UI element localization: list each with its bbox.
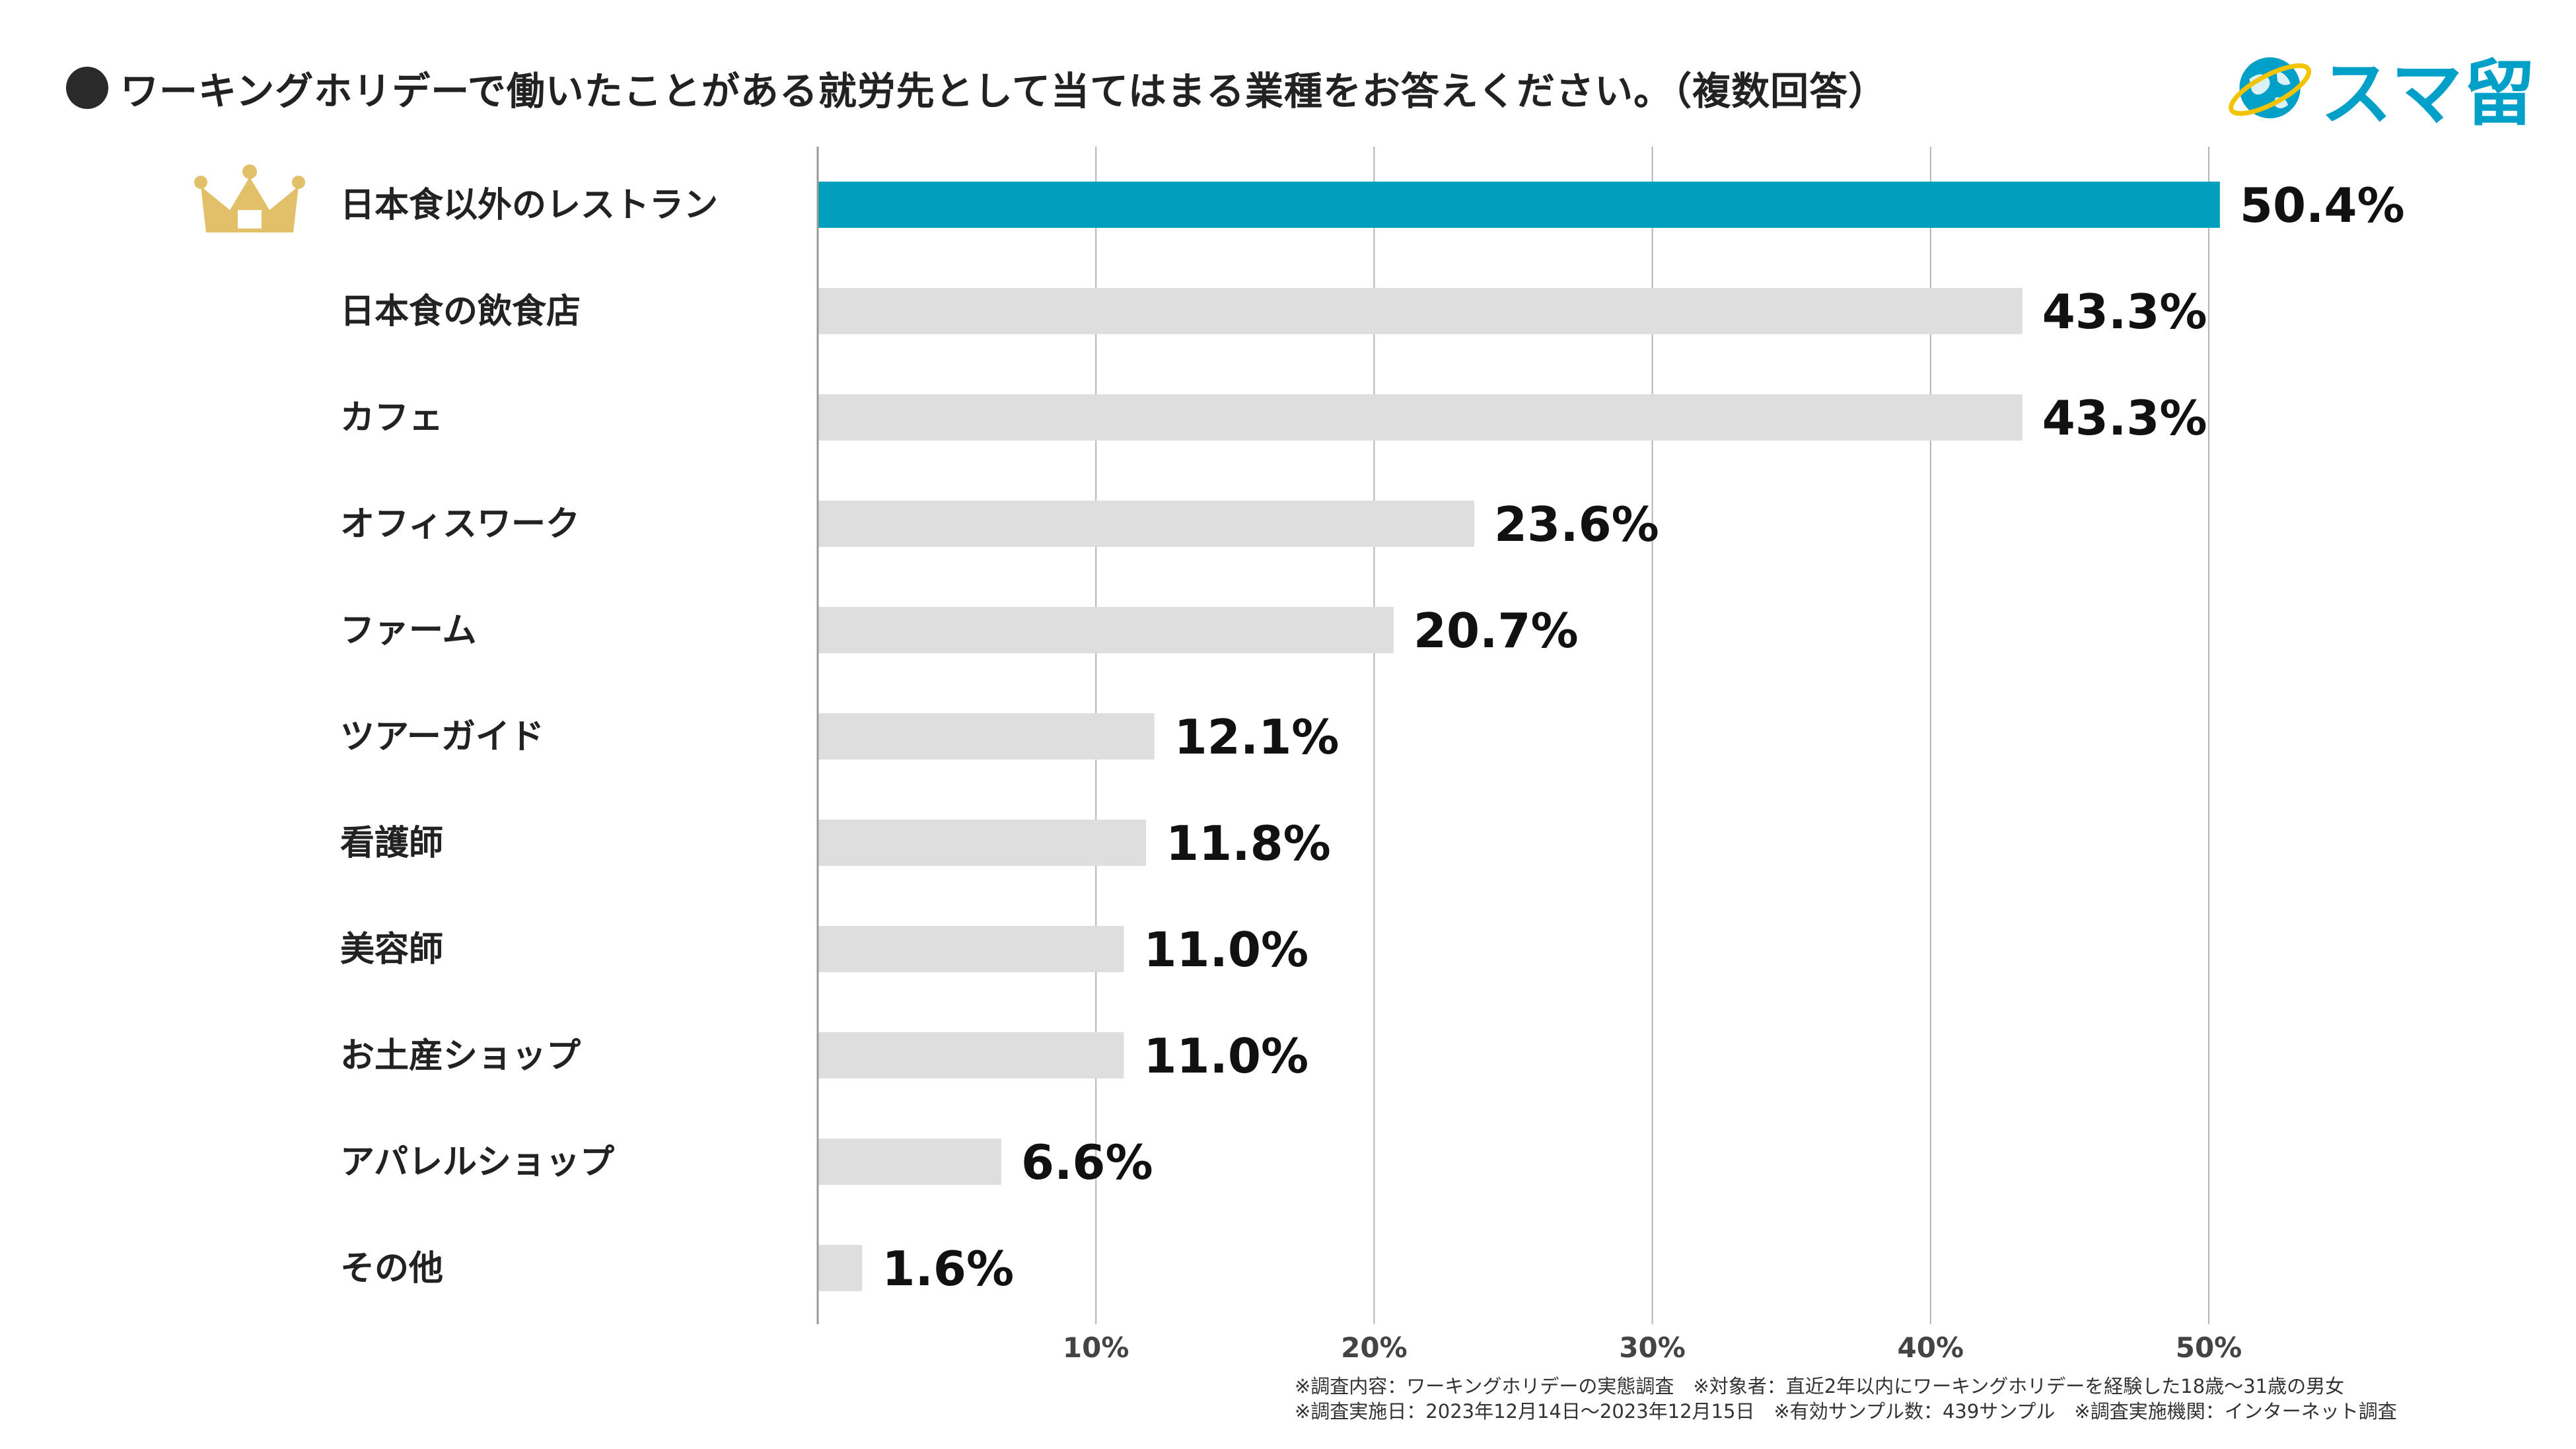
category-label: カフェ — [340, 398, 443, 438]
category-label: アパレルショップ — [340, 1143, 614, 1182]
x-tick-label: 20% — [1341, 1331, 1408, 1361]
footnotes: ※調査内容：ワーキングホリデーの実態調査 ※対象者：直近2年以内にワーキングホリ… — [1295, 1374, 2397, 1424]
bar — [818, 288, 2022, 334]
bar — [818, 501, 1475, 547]
crown-icon — [194, 164, 305, 232]
title-row: ワーキングホリデーで働いたことがある就労先として当てはまる業種をお答えください。… — [66, 52, 1887, 124]
bar — [818, 1032, 1124, 1078]
footnote-line: ※調査実施日：2023年12月14日～2023年12月15日 ※有効サンプル数：… — [1295, 1400, 2397, 1423]
chart-title: ワーキングホリデーで働いたことがある就労先として当てはまる業種をお答えください。… — [120, 69, 1888, 114]
category-label: 美容師 — [340, 930, 443, 970]
bar — [818, 182, 2220, 228]
value-label: 20.7% — [1413, 603, 1579, 658]
category-label: 看護師 — [340, 824, 443, 863]
x-tick-label: 30% — [1619, 1331, 1686, 1361]
value-label: 6.6% — [1021, 1135, 1153, 1190]
category-label: ファーム — [340, 611, 476, 651]
value-label: 50.4% — [2240, 178, 2405, 233]
footnote-line: ※調査内容：ワーキングホリデーの実態調査 ※対象者：直近2年以内にワーキングホリ… — [1295, 1375, 2345, 1397]
bar — [818, 926, 1124, 972]
title-bullet-icon — [66, 67, 108, 109]
category-label: お土産ショップ — [340, 1036, 581, 1076]
bar-chart: 10% 20% 30% 40% 50% 日本食以外のレストラン 50.4% 日本食の飲食店 43… — [194, 147, 2405, 1361]
category-label: 日本食以外のレストラン — [340, 186, 718, 225]
value-label: 11.8% — [1166, 816, 1331, 871]
bar — [818, 713, 1155, 760]
globe-icon — [2229, 57, 2312, 119]
x-tick-label: 10% — [1063, 1331, 1129, 1361]
value-label: 11.0% — [1143, 922, 1308, 977]
value-label: 12.1% — [1174, 709, 1340, 765]
logo: スマ留 — [2226, 38, 2536, 137]
x-tick-label: 50% — [2176, 1331, 2242, 1361]
x-tick-label: 40% — [1898, 1331, 1964, 1361]
bar — [818, 1245, 863, 1291]
value-label: 43.3% — [2042, 390, 2207, 446]
bar — [818, 1139, 1001, 1185]
category-label: 日本食の飲食店 — [340, 292, 581, 332]
category-label: オフィスワーク — [340, 505, 580, 544]
bar — [818, 394, 2022, 441]
category-label: ツアーガイド — [340, 717, 544, 757]
value-label: 23.6% — [1494, 497, 1659, 552]
bar — [818, 607, 1394, 653]
value-label: 11.0% — [1143, 1028, 1308, 1084]
value-label: 1.6% — [882, 1241, 1014, 1296]
bar — [818, 820, 1147, 866]
value-label: 43.3% — [2042, 284, 2207, 339]
category-label: その他 — [340, 1249, 443, 1289]
logo-text: スマ留 — [2320, 53, 2536, 135]
